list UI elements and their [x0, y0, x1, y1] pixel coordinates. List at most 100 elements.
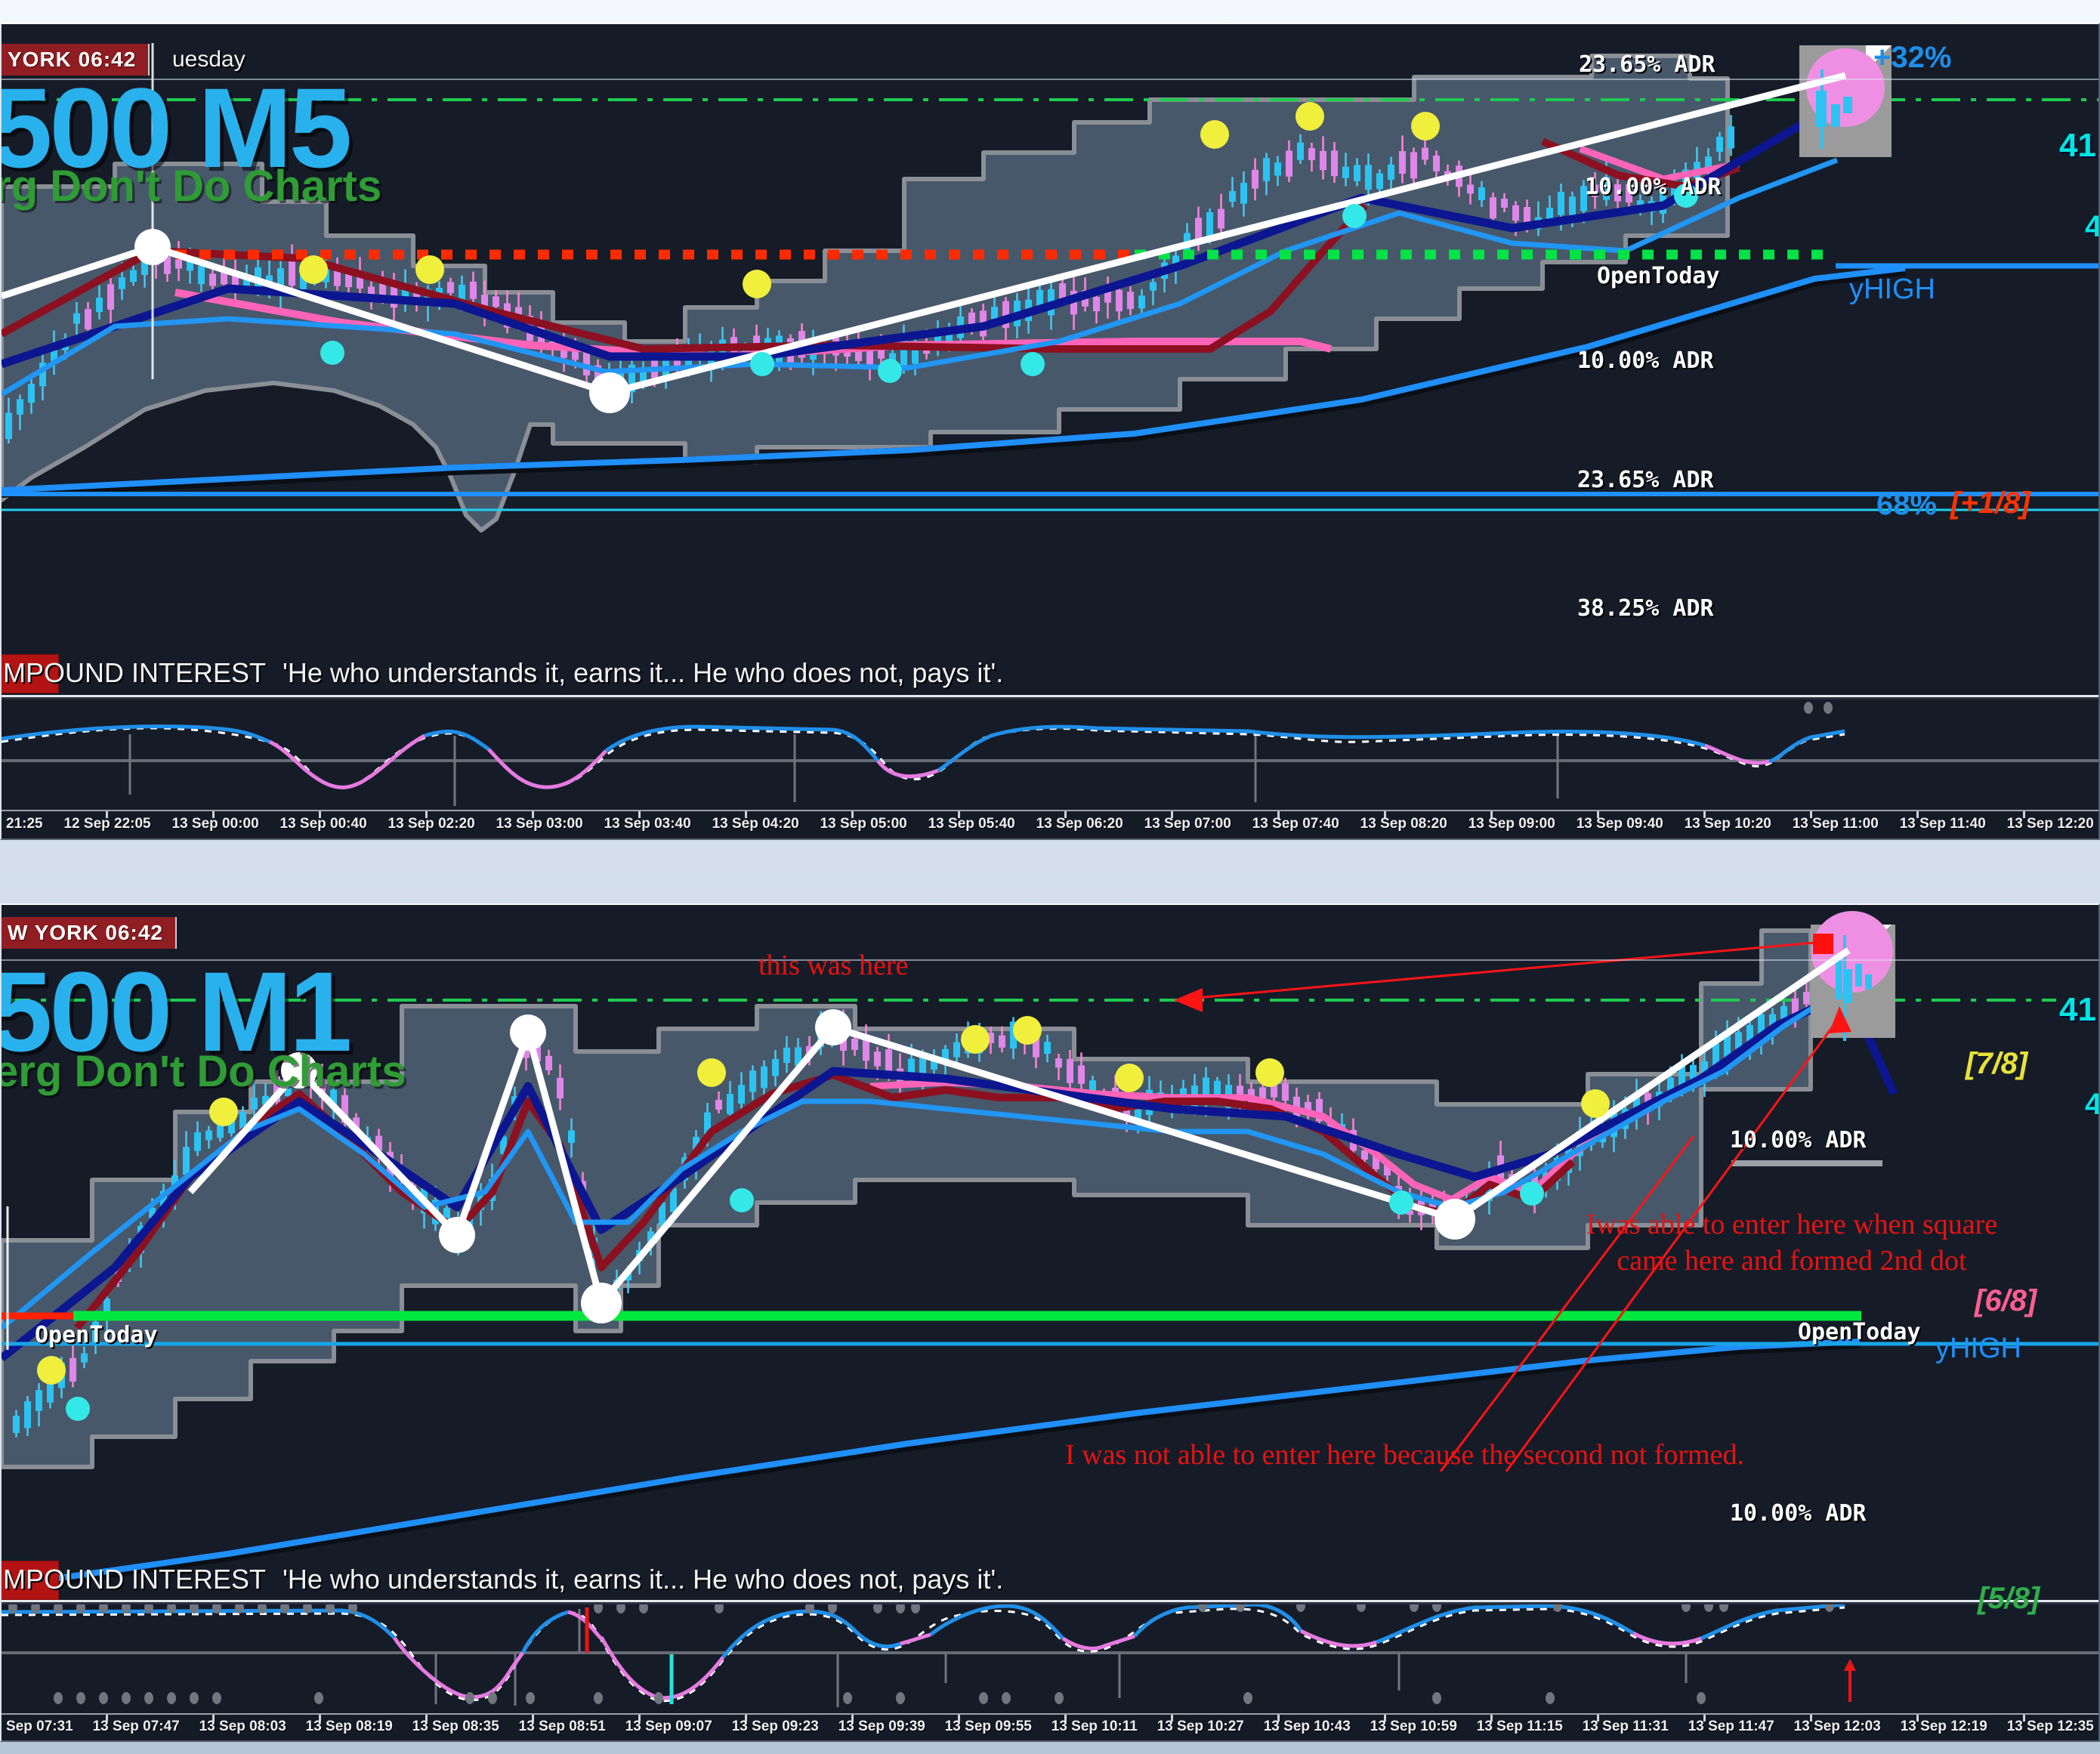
pivot-dot	[730, 1188, 754, 1212]
time-axis-label: 13 Sep 08:20	[1360, 816, 1447, 832]
time-axis-label: 13 Sep 00:40	[279, 816, 367, 832]
chart-window-m5: YORK 06:42 uesday 500 M5 rg Don't Do Cha…	[0, 23, 2100, 840]
m5-fast-ma	[2, 157, 1839, 397]
price-label-4-m1: 4	[2085, 1088, 2098, 1122]
yhigh-label-m5: yHIGH	[1849, 273, 1935, 305]
m1-magenta-dot	[1811, 911, 1893, 993]
time-axis-label: 13 Sep 09:07	[625, 1718, 712, 1734]
five-eighths-label: [5/8]	[1978, 1582, 2040, 1615]
pivot-dot	[1013, 1016, 1042, 1045]
m1-swing-dots	[37, 1009, 1610, 1421]
time-axis-label: Sep 07:31	[6, 1718, 73, 1734]
yhigh-label-m1: yHIGH	[1935, 1332, 2021, 1364]
pivot-dot	[1411, 112, 1440, 141]
time-axis-label: 13 Sep 10:27	[1157, 1718, 1244, 1734]
pivot-dot	[134, 229, 171, 265]
m5-zigzag	[2, 72, 1847, 397]
time-axis-label: 13 Sep 11:15	[1476, 1718, 1563, 1734]
m1-chart-canvas[interactable]	[2, 905, 2098, 1740]
time-axis-label: 13 Sep 12:03	[1793, 1718, 1881, 1734]
time-axis-label: 13 Sep 06:20	[1036, 816, 1123, 832]
m1-time-axis[interactable]: Sep 07:31 13 Sep 07:47 13 Sep 08:03 13 Sep …	[2, 1713, 2098, 1739]
pivot-dot	[1581, 1089, 1610, 1118]
m1-osc-dots	[8, 1600, 1834, 1704]
m1-red-square	[1813, 934, 1833, 954]
symbol-title-m1: 500 M1	[0, 948, 352, 1075]
pivot-dot	[510, 1014, 546, 1051]
gain-plus32-label: +32%	[1873, 41, 1952, 74]
time-axis-label: 13 Sep 11:31	[1582, 1718, 1669, 1734]
quote-body: 'He who understands it, earns it... He w…	[283, 657, 1004, 688]
window-inner-frame	[2, 79, 2098, 80]
time-axis-label: 13 Sep 12:19	[1900, 1718, 1987, 1734]
opentoday-left-label: OpenToday	[35, 1322, 158, 1348]
opentoday-right-label: OpenToday	[1798, 1319, 1921, 1345]
pivot-dot	[1520, 1181, 1544, 1206]
time-axis-label: 13 Sep 12:35	[2006, 1718, 2094, 1734]
time-axis-label: 13 Sep 12:20	[2006, 816, 2094, 832]
m5-box-candles	[1816, 69, 1852, 149]
logo-badge	[2, 654, 59, 693]
adr-10-upper-label-m1: 10.00% ADR	[1730, 1127, 1867, 1153]
pivot-dot	[415, 255, 444, 284]
time-axis-label: 13 Sep 10:20	[1684, 816, 1771, 832]
opentoday-label-m5: OpenToday	[1597, 263, 1720, 289]
time-axis-label: 13 Sep 11:47	[1688, 1718, 1774, 1734]
adr-10-lower-label: 10.00% ADR	[1577, 347, 1714, 374]
pivot-dot	[1021, 352, 1045, 376]
time-axis-label: 13 Sep 10:59	[1370, 1718, 1457, 1734]
logo-badge	[2, 1561, 59, 1600]
time-axis-label: 13 Sep 03:40	[604, 816, 691, 832]
adr-2365-lower-label: 23.65% ADR	[1577, 467, 1714, 493]
session-badge-m1: W YORK 06:42	[2, 917, 177, 949]
time-axis-label: 13 Sep 10:43	[1263, 1718, 1351, 1734]
time-axis-label: 13 Sep 10:11	[1051, 1718, 1138, 1734]
symbol-title-m5: 500 M5	[0, 64, 352, 191]
annotation-entered-line1: Iwas able to enter here when square	[1586, 1209, 1998, 1240]
m5-time-axis[interactable]: 21:25 12 Sep 22:05 13 Sep 00:00 13 Sep 00:4…	[2, 810, 2098, 837]
time-axis-label: 13 Sep 09:55	[944, 1718, 1032, 1734]
time-axis-label: 13 Sep 07:40	[1252, 816, 1339, 832]
quote-row-m1: MPOUND INTEREST 'He who understands it, e…	[2, 1561, 2098, 1600]
time-axis-label: 13 Sep 09:00	[1468, 816, 1555, 832]
pivot-dot	[697, 1058, 726, 1087]
m5-osc-magenta-line	[268, 733, 1770, 789]
adr-10-upper-label: 10.00% ADR	[1585, 174, 1722, 200]
price-label-41: 41	[2059, 127, 2096, 164]
pivot-dot	[1434, 1199, 1475, 1240]
pivot-dot	[589, 372, 630, 413]
annotation-not-entered: I was not able to enter here because the…	[1065, 1439, 1744, 1471]
time-axis-label: 13 Sep 07:47	[92, 1718, 180, 1734]
time-axis-label: 13 Sep 03:00	[496, 816, 583, 832]
time-axis-label: 13 Sep 09:40	[1576, 816, 1663, 832]
m5-osc-spikes	[128, 730, 1559, 806]
pivot-dot	[209, 1098, 238, 1126]
time-axis-label: 13 Sep 11:00	[1792, 816, 1879, 832]
watermark-m5: rg Don't Do Charts	[0, 162, 382, 211]
seven-eighths-label: [7/8]	[1966, 1047, 2028, 1080]
m5-chart-canvas[interactable]	[2, 24, 2098, 838]
m1-osc-blue-line	[2, 1602, 1845, 1659]
time-axis-label: 13 Sep 08:51	[518, 1718, 606, 1734]
m5-navy-ma	[2, 92, 1853, 369]
m1-annotation-lines	[1187, 941, 1842, 1472]
time-axis-label: 13 Sep 05:00	[820, 816, 907, 832]
m5-osc-blue-line	[2, 724, 1845, 773]
m1-zigzag	[187, 947, 1851, 1307]
time-axis-label: 13 Sep 08:03	[199, 1718, 286, 1734]
pivot-dot	[37, 1356, 66, 1385]
pivot-dot	[581, 1283, 622, 1323]
m1-osc-red-arrow	[1844, 1659, 1856, 1702]
window-inner-frame	[2, 959, 2098, 961]
plus-one-eighth-label: [+1/8]	[1950, 486, 2031, 520]
m5-osc-dots	[1804, 702, 1833, 714]
time-axis-label: 12 Sep 22:05	[63, 816, 151, 832]
time-axis-label: 13 Sep 11:40	[1899, 816, 1986, 832]
m1-channel-edge-bar	[1731, 1160, 1882, 1166]
pivot-dot	[1389, 1190, 1413, 1215]
m1-osc-white-dashed	[2, 1606, 1845, 1703]
pane-separator-m5	[2, 695, 2098, 697]
m1-navy-ma	[2, 987, 1898, 1362]
pct68-label: 68%	[1876, 488, 1938, 521]
